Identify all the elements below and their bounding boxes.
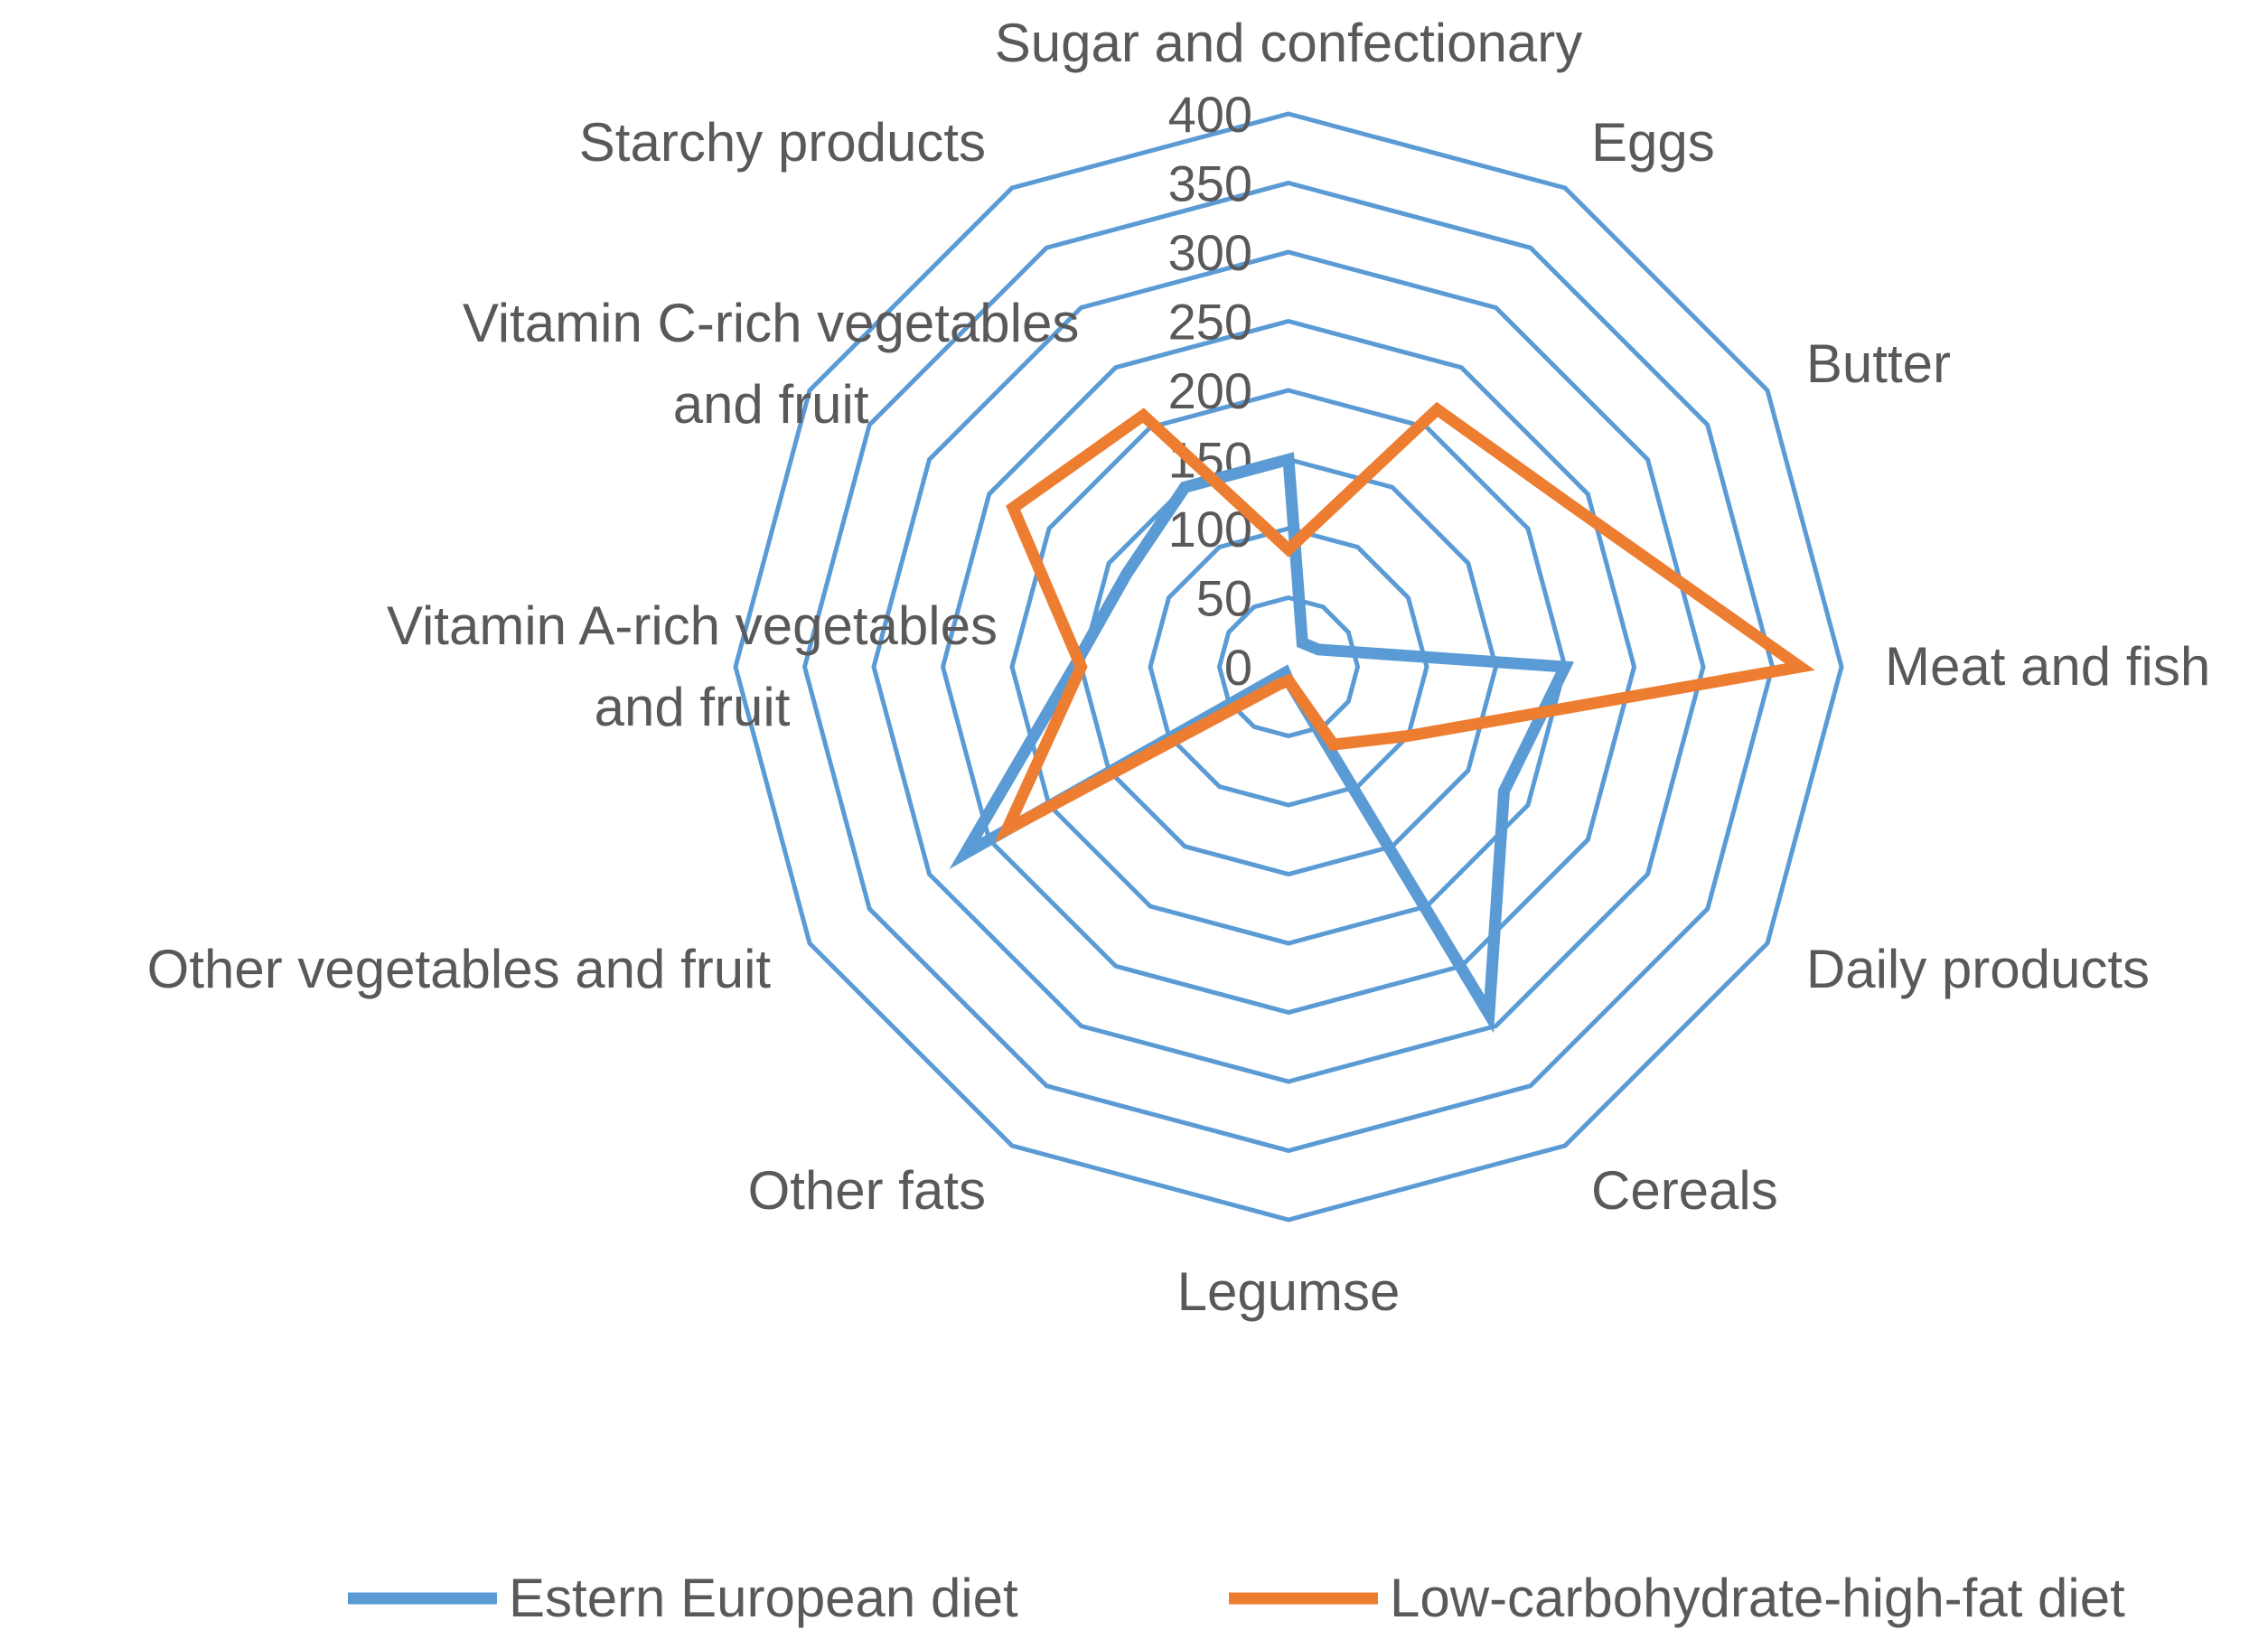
category-label-7: Legumse (1177, 1261, 1401, 1322)
category-label-2: Eggs (1591, 112, 1715, 173)
category-label-line: and fruit (595, 677, 791, 737)
category-label-line: Eggs (1591, 112, 1715, 173)
legend-item-series-2[interactable]: Low-carbohydrate-high-fat diet (1229, 1568, 2125, 1628)
grid-ring-300 (871, 249, 1706, 1084)
tick-label-300: 300 (1168, 224, 1252, 281)
category-label-1: Sugar and confectionary (995, 13, 1582, 73)
grid-ring-350 (801, 180, 1776, 1154)
series-line-2[interactable] (994, 401, 1815, 843)
category-label-line: Vitamin C-rich vegetables (463, 293, 1080, 353)
series-layer (949, 401, 1815, 1034)
category-label-line: Butter (1806, 333, 1951, 394)
category-label-line: Meat and fish (1885, 636, 2210, 697)
tick-label-250: 250 (1168, 294, 1252, 351)
category-label-4: Meat and fish (1885, 636, 2210, 697)
category-label-5: Daily products (1806, 939, 2150, 999)
category-label-line: Other fats (748, 1160, 986, 1221)
category-label-3: Butter (1806, 333, 1951, 394)
category-label-line: Sugar and confectionary (995, 13, 1582, 73)
category-label-line: and fruit (673, 374, 869, 435)
category-label-line: Daily products (1806, 939, 2150, 999)
grid-ring-250 (940, 318, 1637, 1016)
tick-label-350: 350 (1168, 155, 1252, 212)
category-label-line: Cereals (1591, 1160, 1778, 1221)
tick-label-0: 0 (1224, 639, 1252, 696)
category-label-line: Other vegetables and fruit (147, 939, 772, 999)
tick-label-200: 200 (1168, 362, 1252, 419)
radar-grid (733, 111, 1844, 1222)
tick-label-50: 50 (1196, 570, 1252, 627)
category-label-8: Other fats (748, 1160, 986, 1221)
grid-ring-400 (733, 111, 1844, 1222)
legend-item-series-1[interactable]: Estern European diet (348, 1568, 1018, 1628)
category-label-6: Cereals (1591, 1160, 1778, 1221)
legend: Estern European diet Low-carbohydrate-hi… (348, 1568, 2125, 1628)
tick-label-400: 400 (1168, 86, 1252, 143)
category-label-line: Starchy products (579, 112, 986, 173)
category-label-11: Vitamin C-rich vegetables and fruit (463, 293, 1080, 435)
grid-ring-100 (1148, 526, 1429, 808)
legend-label-series-1: Estern European diet (509, 1568, 1018, 1628)
grid-ring-150 (1078, 456, 1499, 877)
legend-label-series-2: Low-carbohydrate-high-fat diet (1390, 1568, 2125, 1628)
grid-ring-50 (1216, 595, 1361, 739)
category-label-9: Other vegetables and fruit (147, 939, 772, 999)
category-label-12: Starchy products (579, 112, 986, 173)
category-label-line: Vitamin A-rich vegetables (387, 595, 998, 656)
category-label-10: Vitamin A-rich vegetables and fruit (387, 595, 998, 737)
category-label-line: Legumse (1177, 1261, 1401, 1322)
grid-ring-200 (1009, 388, 1568, 946)
